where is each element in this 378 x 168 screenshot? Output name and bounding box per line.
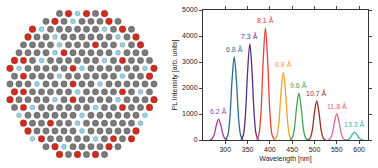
svg-text:500: 500 [309, 146, 321, 153]
svg-text:13.3 Å: 13.3 Å [344, 120, 365, 128]
svg-text:450: 450 [286, 146, 298, 153]
svg-text:6.2 Å: 6.2 Å [210, 107, 227, 115]
svg-text:10.7 Å: 10.7 Å [306, 89, 327, 97]
svg-text:7.3 Å: 7.3 Å [241, 32, 258, 40]
svg-text:6.8 Å: 6.8 Å [226, 45, 243, 53]
svg-text:600: 600 [353, 146, 365, 153]
svg-text:400: 400 [264, 146, 276, 153]
svg-text:550: 550 [331, 146, 343, 153]
svg-text:1000: 1000 [182, 110, 198, 117]
svg-text:PL Intensity [arb. units]: PL Intensity [arb. units] [171, 39, 179, 110]
svg-text:11.8 Å: 11.8 Å [327, 102, 347, 110]
svg-text:3000: 3000 [182, 58, 198, 65]
svg-text:2000: 2000 [182, 84, 198, 91]
svg-text:350: 350 [242, 146, 254, 153]
svg-text:Wavelength [nm]: Wavelength [nm] [259, 155, 311, 163]
svg-text:300: 300 [219, 146, 231, 153]
svg-text:4000: 4000 [182, 32, 198, 39]
svg-text:0: 0 [194, 136, 198, 143]
svg-text:8.8 Å: 8.8 Å [275, 60, 292, 68]
svg-text:9.6 Å: 9.6 Å [290, 81, 307, 89]
svg-text:8.1 Å: 8.1 Å [257, 16, 274, 24]
svg-text:5000: 5000 [182, 6, 198, 13]
